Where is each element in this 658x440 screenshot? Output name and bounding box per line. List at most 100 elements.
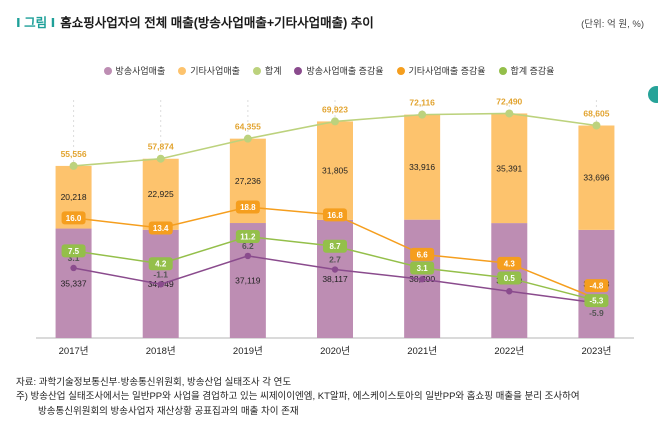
x-axis-label: 2020년	[320, 346, 350, 357]
rate-marker	[331, 266, 339, 273]
rate-badge-label: 16.8	[327, 211, 343, 220]
rate-badge-label: -4.8	[590, 282, 604, 291]
total-label: 72,116	[409, 98, 435, 108]
legend-dot	[252, 66, 261, 75]
x-axis-label: 2022년	[494, 346, 524, 357]
rate-marker	[244, 252, 252, 260]
stacked-bar-line-chart: 35,33720,21834,94922,92537,11927,23638,1…	[36, 96, 634, 357]
rate-badge-label: 11.2	[240, 233, 256, 242]
rate-badge-label: 13.4	[153, 224, 169, 233]
rate-badge	[584, 294, 609, 308]
bar-label-other: 31,805	[322, 166, 348, 176]
total-marker	[243, 134, 252, 143]
rate-badge-label: 6.6	[417, 250, 429, 259]
rate-badge	[235, 230, 260, 244]
legend-item: 합계	[252, 64, 282, 77]
total-marker	[505, 109, 514, 118]
bar-label-other: 33,696	[583, 173, 609, 183]
rate-badge	[497, 271, 522, 285]
unit-label: (단위: 억 원, %)	[581, 19, 644, 30]
rate-badge-label: 16.0	[66, 214, 82, 223]
bar-other-3	[317, 121, 353, 220]
legend-item: 방송사업매출 증감율	[294, 64, 384, 77]
legend-dot	[103, 66, 112, 75]
footnote-line2: 방송통신위원회의 방송사업자 재산상황 공표집과의 매출 차이 존재	[38, 405, 299, 417]
total-marker	[69, 161, 78, 170]
bar-label-other: 22,925	[148, 189, 174, 199]
rate-label: 3.1	[68, 253, 80, 263]
rate-marker	[506, 288, 513, 295]
legend-item: 합계 증감율	[498, 64, 555, 77]
x-axis-label: 2017년	[59, 346, 89, 357]
x-axis-label: 2018년	[146, 346, 176, 357]
figure-title: 홈쇼핑사업자의 전체 매출(방송사업매출+기타사업매출) 추이	[60, 16, 374, 30]
rate-marker	[70, 264, 77, 272]
total-marker	[592, 121, 601, 130]
total-marker	[331, 117, 339, 126]
footnote-line1: 주) 방송산업 실태조사에서는 일반PP와 사업을 겸업하고 있는 씨제이이엔엠…	[16, 391, 580, 403]
legend-label: 방송사업매출 증감율	[306, 66, 384, 76]
bar-other-6	[578, 125, 615, 230]
rate-badge	[148, 257, 173, 271]
figure-marker: Ⅰ 그림 Ⅰ	[16, 16, 56, 30]
rate-label: -5.9	[589, 308, 604, 318]
bar-label-other: 27,236	[235, 176, 261, 186]
legend-item: 방송사업매출	[103, 64, 166, 77]
legend-label: 방송사업매출	[115, 66, 166, 76]
rate-badge-label: 7.5	[68, 247, 80, 256]
rate-badge	[323, 239, 347, 253]
legend-label: 기타사업매출 증감율	[408, 66, 486, 76]
legend-item: 기타사업매출 증감율	[396, 64, 486, 77]
rate-badge-label: 4.3	[504, 259, 516, 268]
rate-marker	[418, 276, 426, 283]
rate-label: -1.1	[153, 269, 168, 279]
bar-broadcast-3	[317, 219, 353, 338]
total-label: 69,923	[322, 104, 348, 114]
rate-badge	[323, 208, 347, 222]
legend-label: 합계 증감율	[510, 66, 555, 76]
chart-legend: 방송사업매출 기타사업매출 합계 방송사업매출 증감율 기타사업매출 증감율 합계 증감율	[0, 64, 658, 77]
legend-dot	[178, 66, 187, 75]
source-note: 자료: 과학기술정보통신부·방송통신위원회, 방송산업 실태조사 각 연도	[16, 377, 292, 388]
bar-other-5	[491, 113, 528, 224]
rate-badge	[61, 244, 86, 258]
total-label: 55,556	[61, 149, 87, 159]
rate-badge	[235, 200, 260, 214]
bar-other-4	[404, 114, 441, 220]
legend-label: 합계	[264, 66, 282, 76]
total-label: 64,355	[235, 122, 261, 132]
rate-badge	[497, 256, 522, 270]
bar-other-1	[142, 158, 179, 230]
total-marker	[418, 110, 427, 119]
rate-badge-label: 4.2	[155, 260, 167, 269]
legend-dot	[396, 66, 405, 75]
rate-badge	[410, 247, 435, 261]
rate-badge	[410, 261, 435, 275]
x-axis-label: 2019년	[233, 346, 263, 357]
rate-label: 2.7	[329, 255, 341, 265]
rate-badge-label: -5.3	[590, 297, 604, 306]
rate-badge	[61, 211, 86, 225]
rate-badge-label: 0.5	[504, 274, 516, 283]
total-marker	[156, 154, 165, 163]
rate-label: 6.2	[242, 241, 254, 251]
bar-label-other: 20,218	[61, 192, 87, 202]
total-label: 72,490	[496, 96, 522, 106]
decorative-teal-circle	[648, 86, 658, 103]
rate-badge-label: 18.8	[240, 203, 256, 212]
x-axis-label: 2021년	[407, 346, 437, 357]
total-label: 68,605	[583, 108, 609, 118]
x-axis-label: 2023년	[581, 346, 611, 357]
rate-badge-label: 8.7	[329, 242, 341, 251]
bar-label-broadcast: 37,119	[235, 276, 261, 286]
legend-label: 기타사업매출	[190, 66, 240, 76]
figure-footnotes: 자료: 과학기술정보통신부·방송통신위원회, 방송산업 실태조사 각 연도 주)…	[16, 376, 646, 419]
bar-label-other: 33,916	[409, 162, 435, 172]
legend-dot	[294, 66, 303, 75]
rate-badge	[584, 279, 609, 293]
figure-header: Ⅰ 그림 Ⅰ 홈쇼핑사업자의 전체 매출(방송사업매출+기타사업매출) 추이 (…	[16, 12, 644, 31]
legend-dot	[498, 66, 507, 75]
bar-label-broadcast: 35,337	[61, 278, 87, 288]
legend-item: 기타사업매출	[178, 64, 240, 77]
